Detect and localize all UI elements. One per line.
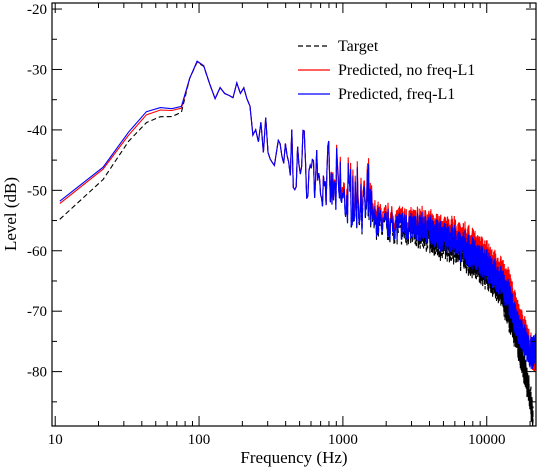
y-tick-label: -30 xyxy=(27,62,47,78)
series-layer xyxy=(59,60,536,426)
legend-label-3: Predicted, freq-L1 xyxy=(338,86,455,103)
series-line-2 xyxy=(59,60,536,372)
y-tick-label: -70 xyxy=(27,304,47,320)
series-line-3 xyxy=(59,60,536,369)
legend: Target Predicted, no freq-L1 Predicted, fr… xyxy=(298,38,475,103)
y-tick-label: -60 xyxy=(27,244,47,260)
y-tick-label: -80 xyxy=(27,365,47,381)
y-tick-label: -20 xyxy=(27,2,47,18)
x-tick-label: 10 xyxy=(48,432,63,448)
legend-label-1: Target xyxy=(338,38,379,55)
x-tick-label: 10000 xyxy=(468,432,506,448)
x-axis-ticks: 10 100 1000 10000 xyxy=(48,3,531,448)
x-axis-label: Frequency (Hz) xyxy=(240,448,347,467)
y-axis-ticks: -20 -30 -40 -50 -60 -70 -80 xyxy=(27,2,536,403)
y-tick-label: -40 xyxy=(27,123,47,139)
plot-frame xyxy=(51,2,537,427)
y-axis-label: Level (dB) xyxy=(1,177,20,251)
legend-label-2: Predicted, no freq-L1 xyxy=(338,62,475,79)
x-tick-label: 100 xyxy=(188,432,211,448)
x-tick-label: 1000 xyxy=(328,432,358,448)
y-tick-label: -50 xyxy=(27,183,47,199)
